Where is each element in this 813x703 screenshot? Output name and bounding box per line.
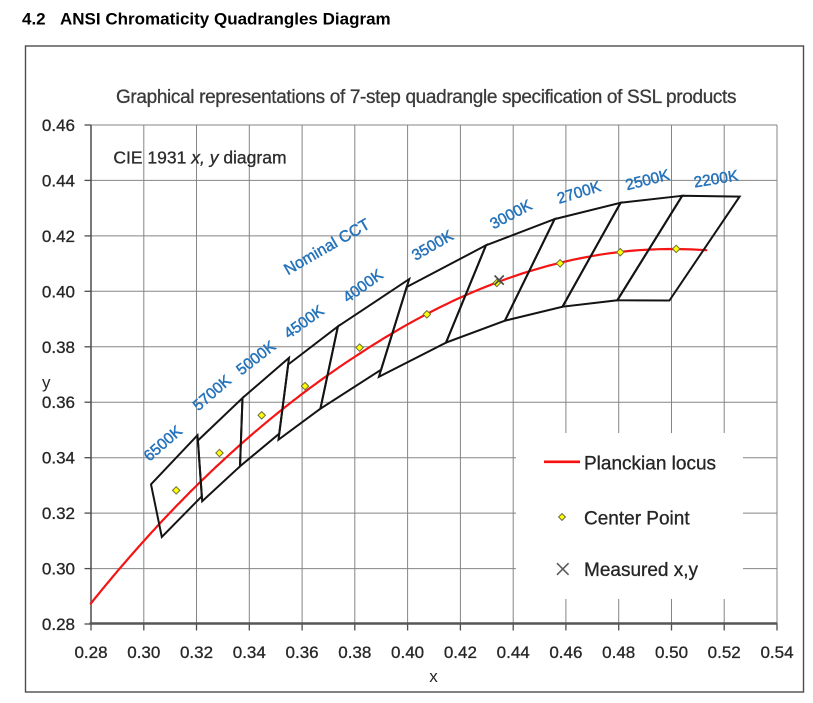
svg-text:Measured x,y: Measured x,y	[584, 560, 699, 581]
svg-text:0.54: 0.54	[760, 643, 793, 662]
svg-text:x: x	[429, 667, 438, 686]
svg-text:CIE 1931 x, y diagram: CIE 1931 x, y diagram	[113, 148, 286, 168]
svg-text:0.42: 0.42	[444, 643, 477, 662]
svg-text:0.46: 0.46	[549, 643, 582, 662]
svg-text:ANSI Chromaticity Quadrangles: ANSI Chromaticity Quadrangles Diagram	[60, 10, 391, 29]
svg-text:0.30: 0.30	[127, 643, 160, 662]
svg-text:Graphical representations of: Graphical representations of 7-step quad…	[116, 87, 736, 108]
svg-text:0.28: 0.28	[74, 643, 107, 662]
svg-text:0.38: 0.38	[42, 338, 75, 357]
svg-text:0.42: 0.42	[42, 227, 75, 246]
svg-text:0.32: 0.32	[42, 504, 75, 523]
svg-text:0.36: 0.36	[286, 643, 319, 662]
svg-text:Planckian locus: Planckian locus	[584, 454, 716, 475]
svg-text:0.28: 0.28	[42, 615, 75, 634]
svg-text:y: y	[42, 373, 51, 392]
svg-text:0.32: 0.32	[180, 643, 213, 662]
svg-text:0.38: 0.38	[338, 643, 371, 662]
svg-text:0.46: 0.46	[42, 116, 75, 135]
svg-text:0.34: 0.34	[233, 643, 266, 662]
svg-text:0.36: 0.36	[42, 393, 75, 412]
svg-text:4.2: 4.2	[22, 10, 46, 29]
svg-text:0.40: 0.40	[42, 282, 75, 301]
svg-text:0.48: 0.48	[602, 643, 635, 662]
svg-text:0.44: 0.44	[42, 171, 75, 190]
svg-text:0.30: 0.30	[42, 560, 75, 579]
svg-text:Center Point: Center Point	[584, 509, 690, 530]
svg-text:0.34: 0.34	[42, 449, 75, 468]
svg-text:0.50: 0.50	[655, 643, 688, 662]
svg-text:0.40: 0.40	[391, 643, 424, 662]
svg-text:0.44: 0.44	[497, 643, 530, 662]
svg-text:0.52: 0.52	[708, 643, 741, 662]
